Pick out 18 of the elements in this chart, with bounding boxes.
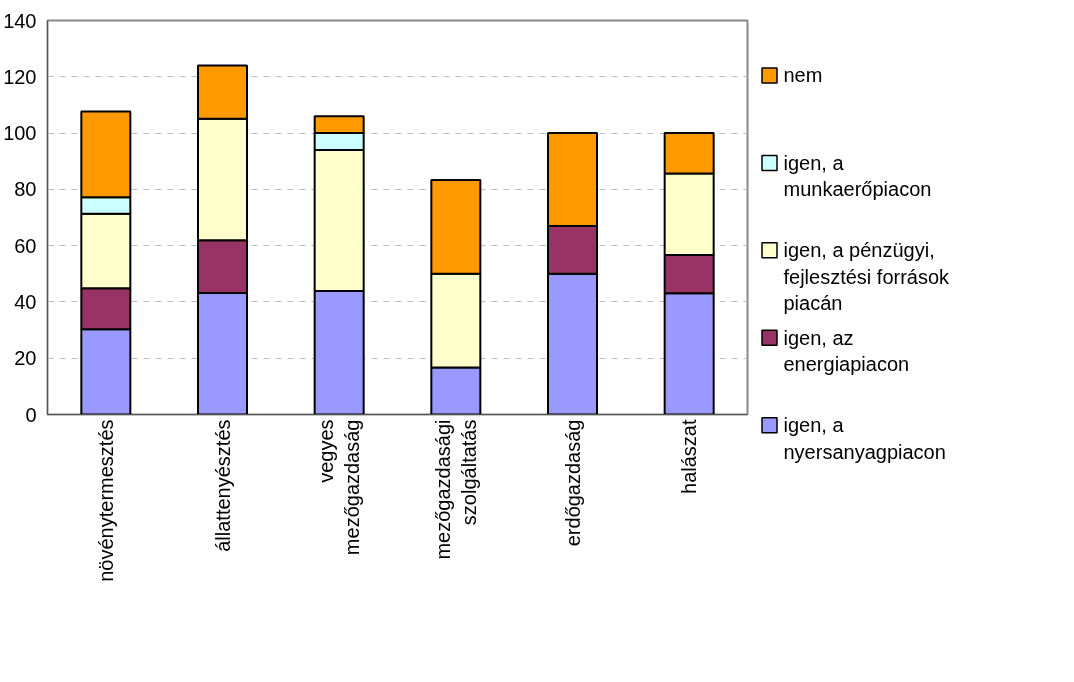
x-tick-label: halászat bbox=[678, 419, 701, 494]
y-tick-label: 40 bbox=[14, 290, 37, 313]
y-tick-label: 80 bbox=[14, 178, 37, 201]
x-tick-label: erdőgazdaság bbox=[561, 419, 584, 547]
legend-label: nem bbox=[783, 64, 823, 87]
y-tick-label: 0 bbox=[25, 403, 37, 426]
y-tick-label: 20 bbox=[14, 347, 37, 370]
x-tick-label: vegyes mezőgazdaság bbox=[314, 419, 364, 556]
y-tick-label: 140 bbox=[3, 9, 37, 32]
x-tick-label: növénytermesztés bbox=[94, 419, 117, 582]
legend-label: igen, a pénzügyi, fejlesztési források piacán bbox=[783, 239, 951, 315]
x-tick-label: állattenyésztés bbox=[211, 419, 234, 552]
y-tick-label: 60 bbox=[14, 234, 37, 257]
y-tick-label: 100 bbox=[3, 122, 37, 145]
y-tick-label: 120 bbox=[3, 65, 37, 88]
legend-label: igen, a munkaerőpiacon bbox=[783, 151, 932, 201]
legend-label: igen, a nyersanyagpiacon bbox=[783, 414, 946, 463]
legend-label: igen, az energiapiacon bbox=[783, 326, 910, 376]
